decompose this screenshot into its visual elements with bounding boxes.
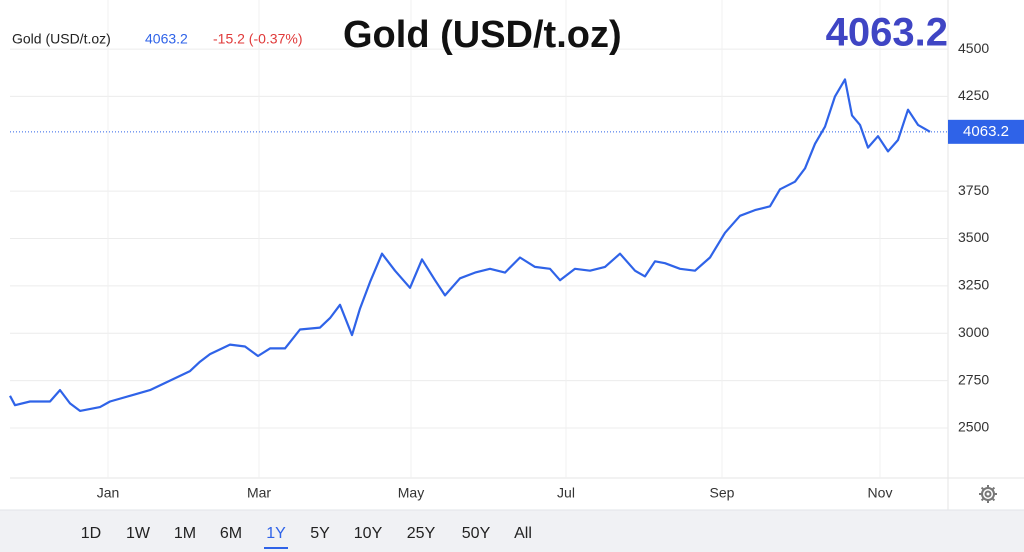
range-button[interactable]: 10Y [354, 525, 383, 542]
y-tick-label: 3250 [958, 277, 989, 293]
header-price: 4063.2 [145, 31, 188, 47]
y-tick-label: 4250 [958, 87, 989, 103]
y-tick-label: 3750 [958, 182, 989, 198]
x-tick-label: Mar [247, 485, 271, 501]
settings-icon[interactable] [979, 485, 997, 503]
price-line [9, 78, 931, 412]
range-button[interactable]: 1Y [266, 525, 286, 542]
symbol: Gold (USD/t.oz) [12, 31, 111, 47]
x-tick-label: Sep [710, 485, 735, 501]
range-bar [0, 510, 1024, 552]
range-button[interactable]: 6M [220, 525, 242, 542]
range-button[interactable]: All [514, 525, 532, 542]
x-tick-label: Jul [557, 485, 575, 501]
range-button[interactable]: 50Y [462, 525, 491, 542]
range-button[interactable]: 25Y [407, 525, 436, 542]
last-price-tag [948, 119, 1024, 144]
range-button[interactable]: 5Y [310, 525, 330, 542]
range-button[interactable]: 1W [126, 525, 151, 542]
header-change: -15.2 (-0.37%) [213, 31, 302, 47]
y-tick-label: 2500 [958, 419, 989, 435]
y-tick-label: 3500 [958, 229, 989, 245]
last-price-label: 4063.2 [963, 123, 1009, 140]
range-button[interactable]: 1M [174, 525, 196, 542]
y-tick-label: 4500 [958, 40, 989, 56]
y-tick-label: 3000 [958, 324, 989, 340]
x-tick-label: Jan [97, 485, 120, 501]
range-button[interactable]: 1D [81, 525, 101, 542]
big-price: 4063.2 [826, 11, 948, 55]
x-tick-label: Nov [868, 485, 893, 501]
y-tick-label: 2750 [958, 371, 989, 387]
x-tick-label: May [398, 485, 424, 501]
chart-title: Gold (USD/t.oz) [343, 14, 622, 56]
